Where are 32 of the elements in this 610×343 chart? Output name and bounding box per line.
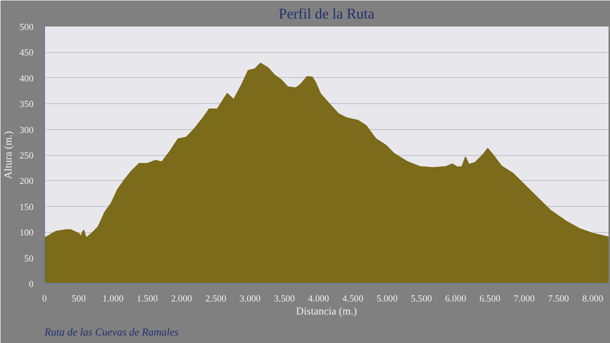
y-tick-label: 300 [20,126,34,136]
y-axis-title: Altura (m.) [4,130,15,179]
x-tick-label: 7.500 [548,294,570,304]
x-tick-label: 1.000 [102,294,124,304]
x-tick-label: 6.500 [479,294,501,304]
x-tick-label: 3.500 [274,294,296,304]
y-tick-label: 400 [20,74,34,84]
text: Ruta de las Cuevas de Ramales [44,328,179,338]
x-tick-label: 0 [42,294,48,304]
y-tick-label: 450 [20,48,34,59]
y-tick-label: 200 [20,177,34,188]
y-tick-label: 500 [20,23,34,33]
x-tick-label: 1.500 [136,294,158,304]
y-tick-label: 150 [20,202,34,213]
x-tick-label: 4.000 [308,294,330,304]
x-tick-label: 2.500 [205,294,227,304]
y-tick-label: 50 [24,254,34,264]
x-tick-label: 6.000 [445,294,467,304]
x-tick-label: 8.000 [582,294,604,304]
y-tick-label: 0 [28,280,34,290]
y-tick-label: 100 [20,228,34,239]
x-tick-label: 2.000 [171,294,192,304]
x-tick-label: 3.000 [240,294,261,304]
x-tick-label: 7.000 [514,294,536,304]
x-tick-label: 5.500 [410,294,432,304]
y-tick-label: 250 [20,152,34,162]
x-axis-title: Distancia (m.) [296,306,358,318]
y-tick-label: 350 [20,100,34,110]
chart-title: Perfil de la Ruta [278,6,375,22]
x-tick-label: 4.500 [342,294,364,304]
x-tick-label: 5.000 [376,294,398,304]
x-tick-label: 500 [72,294,86,304]
